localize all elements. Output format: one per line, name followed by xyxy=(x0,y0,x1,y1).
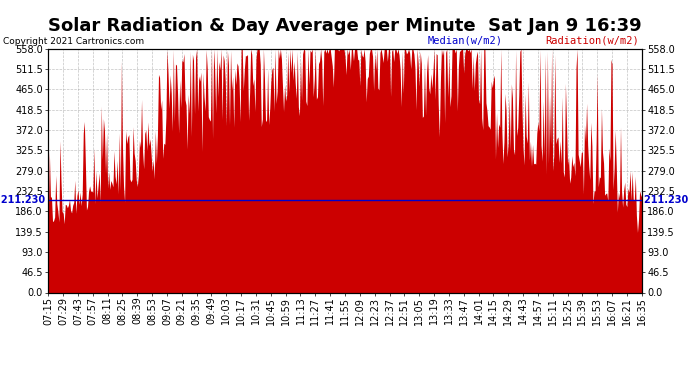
Text: Solar Radiation & Day Average per Minute  Sat Jan 9 16:39: Solar Radiation & Day Average per Minute… xyxy=(48,17,642,35)
Text: Copyright 2021 Cartronics.com: Copyright 2021 Cartronics.com xyxy=(3,38,145,46)
Text: 211.230 ►: 211.230 ► xyxy=(644,195,690,205)
Text: Median(w/m2): Median(w/m2) xyxy=(428,36,503,46)
Text: Radiation(w/m2): Radiation(w/m2) xyxy=(545,36,639,46)
Text: ◄ 211.230: ◄ 211.230 xyxy=(0,195,46,205)
